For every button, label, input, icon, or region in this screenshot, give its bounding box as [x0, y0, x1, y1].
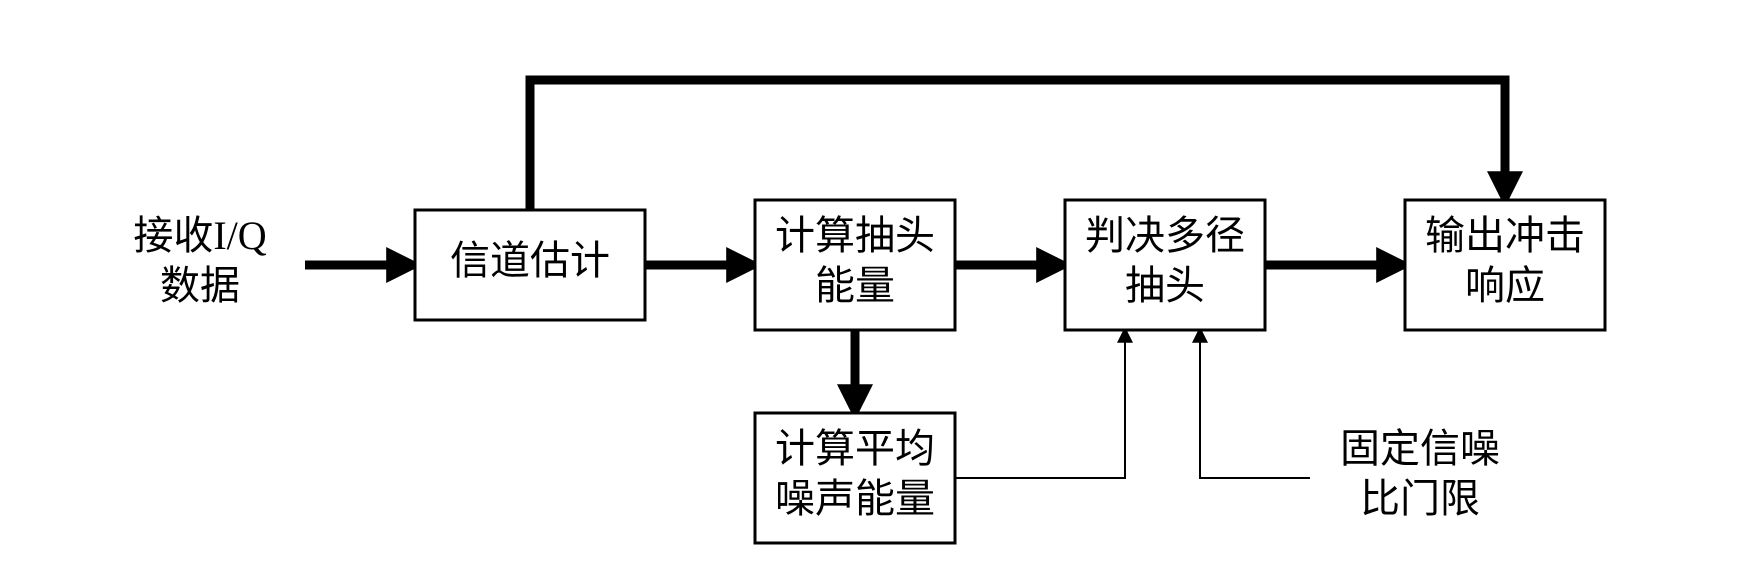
node-input-label-1: 数据: [160, 263, 240, 308]
node-decide: 判决多径抽头: [1065, 200, 1265, 330]
node-snr_threshold-label-0: 固定信噪: [1340, 426, 1500, 471]
node-decide-label-1: 抽头: [1125, 263, 1205, 308]
nodes-layer: 接收I/Q数据信道估计计算抽头能量判决多径抽头输出冲击响应计算平均噪声能量固定信…: [133, 200, 1605, 543]
node-avg_noise-label-1: 噪声能量: [775, 476, 935, 521]
edge-snr-to-decide: [1200, 330, 1310, 478]
node-avg_noise-label-0: 计算平均: [775, 426, 935, 471]
edge-avgnoise-to-decide: [955, 330, 1125, 478]
node-tap_energy-label-0: 计算抽头: [775, 213, 935, 258]
node-snr_threshold-label-1: 比门限: [1360, 476, 1480, 521]
node-tap_energy: 计算抽头能量: [755, 200, 955, 330]
node-output-label-1: 响应: [1465, 263, 1545, 308]
node-snr_threshold: 固定信噪比门限: [1340, 426, 1500, 521]
flowchart-canvas: 接收I/Q数据信道估计计算抽头能量判决多径抽头输出冲击响应计算平均噪声能量固定信…: [0, 0, 1751, 578]
node-tap_energy-label-1: 能量: [815, 263, 895, 308]
node-avg_noise: 计算平均噪声能量: [755, 413, 955, 543]
node-output-label-0: 输出冲击: [1425, 213, 1585, 258]
node-input-label-0: 接收I/Q: [133, 213, 266, 258]
edge-chanest-to-output-top: [530, 80, 1505, 210]
node-input: 接收I/Q 数据: [133, 213, 266, 308]
node-chan_est-label-0: 信道估计: [450, 238, 610, 283]
node-chan_est: 信道估计: [415, 210, 645, 320]
node-output: 输出冲击响应: [1405, 200, 1605, 330]
node-decide-label-0: 判决多径: [1085, 213, 1245, 258]
